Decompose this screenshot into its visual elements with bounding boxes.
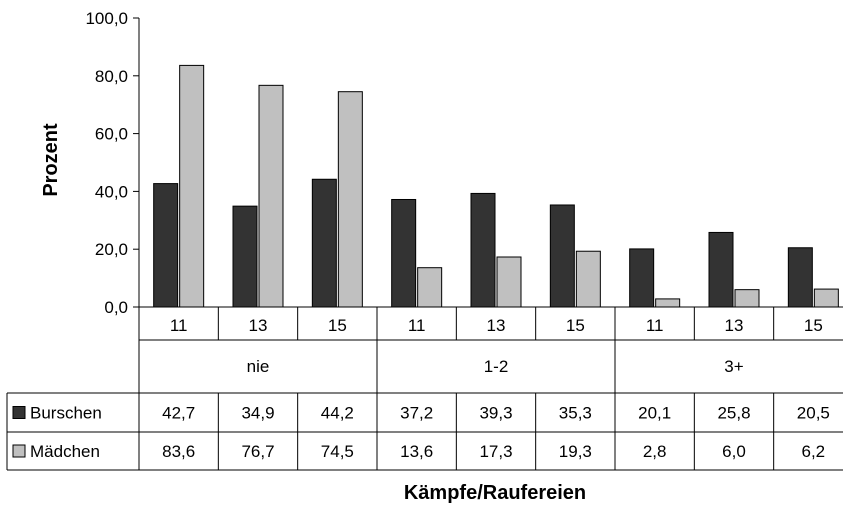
category-label: 11 bbox=[170, 316, 188, 335]
data-label-mädchen: 83,6 bbox=[162, 442, 195, 461]
legend-label-burschen: Burschen bbox=[30, 404, 102, 423]
legend-swatch-mädchen bbox=[12, 444, 26, 458]
y-tick-label: 60,0 bbox=[95, 125, 128, 144]
y-axis-title: Prozent bbox=[40, 123, 62, 197]
category-label: 15 bbox=[328, 316, 347, 335]
bar-burschen-2 bbox=[232, 205, 258, 308]
category-label: 13 bbox=[249, 316, 268, 335]
data-label-mädchen: 76,7 bbox=[241, 442, 274, 461]
data-label-mädchen: 74,5 bbox=[321, 442, 354, 461]
category-label: 15 bbox=[566, 316, 585, 335]
category-label: 11 bbox=[408, 316, 426, 335]
category-label: 11 bbox=[646, 316, 664, 335]
bar-burschen-4 bbox=[391, 198, 417, 308]
bar-burschen-9 bbox=[787, 247, 813, 308]
bar-burschen-5 bbox=[470, 192, 496, 308]
group-label: 3+ bbox=[724, 357, 743, 376]
y-tick-label: 0,0 bbox=[104, 298, 128, 317]
category-label: 13 bbox=[487, 316, 506, 335]
bar-mädchen-2 bbox=[258, 84, 284, 308]
y-tick-label: 40,0 bbox=[95, 182, 128, 201]
bar-burschen-8 bbox=[708, 231, 734, 308]
legend-label-mädchen: Mädchen bbox=[30, 442, 100, 461]
data-label-burschen: 42,7 bbox=[162, 404, 195, 423]
bars-layer bbox=[153, 64, 839, 308]
data-label-burschen: 20,1 bbox=[638, 404, 671, 423]
data-label-mädchen: 19,3 bbox=[559, 442, 592, 461]
data-label-mädchen: 2,8 bbox=[643, 442, 667, 461]
data-label-mädchen: 13,6 bbox=[400, 442, 433, 461]
data-label-burschen: 20,5 bbox=[797, 404, 830, 423]
category-label: 13 bbox=[725, 316, 744, 335]
bar-burschen-3 bbox=[311, 178, 337, 308]
data-label-burschen: 25,8 bbox=[717, 404, 750, 423]
bar-mädchen-6 bbox=[575, 250, 601, 308]
bar-mädchen-7 bbox=[655, 298, 681, 308]
bar-burschen-6 bbox=[549, 204, 575, 308]
data-label-mädchen: 17,3 bbox=[479, 442, 512, 461]
legend-swatch-burschen bbox=[12, 406, 26, 419]
data-label-burschen: 37,2 bbox=[400, 404, 433, 423]
bar-mädchen-1 bbox=[179, 64, 205, 308]
data-label-burschen: 39,3 bbox=[479, 404, 512, 423]
bar-mädchen-4 bbox=[417, 267, 443, 308]
data-label-burschen: 35,3 bbox=[559, 404, 592, 423]
group-label: 1-2 bbox=[484, 357, 509, 376]
y-tick-label: 80,0 bbox=[95, 67, 128, 86]
data-label-mädchen: 6,2 bbox=[802, 442, 826, 461]
bar-mädchen-8 bbox=[734, 289, 760, 308]
bar-mädchen-3 bbox=[337, 91, 363, 308]
group-label: nie bbox=[247, 357, 270, 376]
y-tick-label: 100,0 bbox=[85, 9, 128, 28]
data-label-burschen: 44,2 bbox=[321, 404, 354, 423]
data-label-mädchen: 6,0 bbox=[722, 442, 746, 461]
category-label: 15 bbox=[804, 316, 823, 335]
bar-burschen-7 bbox=[629, 248, 655, 308]
data-label-burschen: 34,9 bbox=[241, 404, 274, 423]
bar-mädchen-5 bbox=[496, 256, 522, 308]
bar-mädchen-9 bbox=[813, 288, 839, 308]
y-tick-label: 20,0 bbox=[95, 240, 128, 259]
bar-burschen-1 bbox=[153, 183, 179, 308]
data-table: 11 13 15 11 13 15 11 13 15 nie 1-2 3+ Burschen 42,7 34… bbox=[6, 306, 843, 471]
axes-layer: 0,0 20,0 40,0 60,0 80,0 100,0 bbox=[85, 9, 140, 317]
x-axis-title: Kämpfe/Raufereien bbox=[404, 482, 586, 504]
